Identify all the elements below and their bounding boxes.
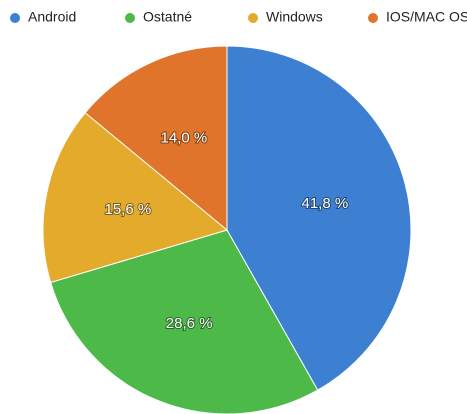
data-label: 15,6 % bbox=[104, 201, 151, 218]
legend-marker bbox=[248, 13, 258, 23]
legend-label: Windows bbox=[266, 9, 323, 25]
legend-label: Android bbox=[28, 9, 76, 25]
data-label: 28,6 % bbox=[166, 315, 213, 332]
data-label: 41,8 % bbox=[302, 195, 349, 212]
pie-slice bbox=[50, 229, 319, 414]
pie-slice bbox=[226, 45, 412, 391]
data-label: 14,0 % bbox=[161, 129, 208, 146]
pie-slice bbox=[84, 45, 228, 232]
pie-slice bbox=[42, 112, 229, 284]
legend-label: Ostatné bbox=[143, 9, 192, 25]
legend-marker bbox=[125, 13, 135, 23]
legend-marker bbox=[10, 13, 20, 23]
legend-label: IOS/MAC OS bbox=[386, 9, 467, 25]
legend-marker bbox=[368, 13, 378, 23]
